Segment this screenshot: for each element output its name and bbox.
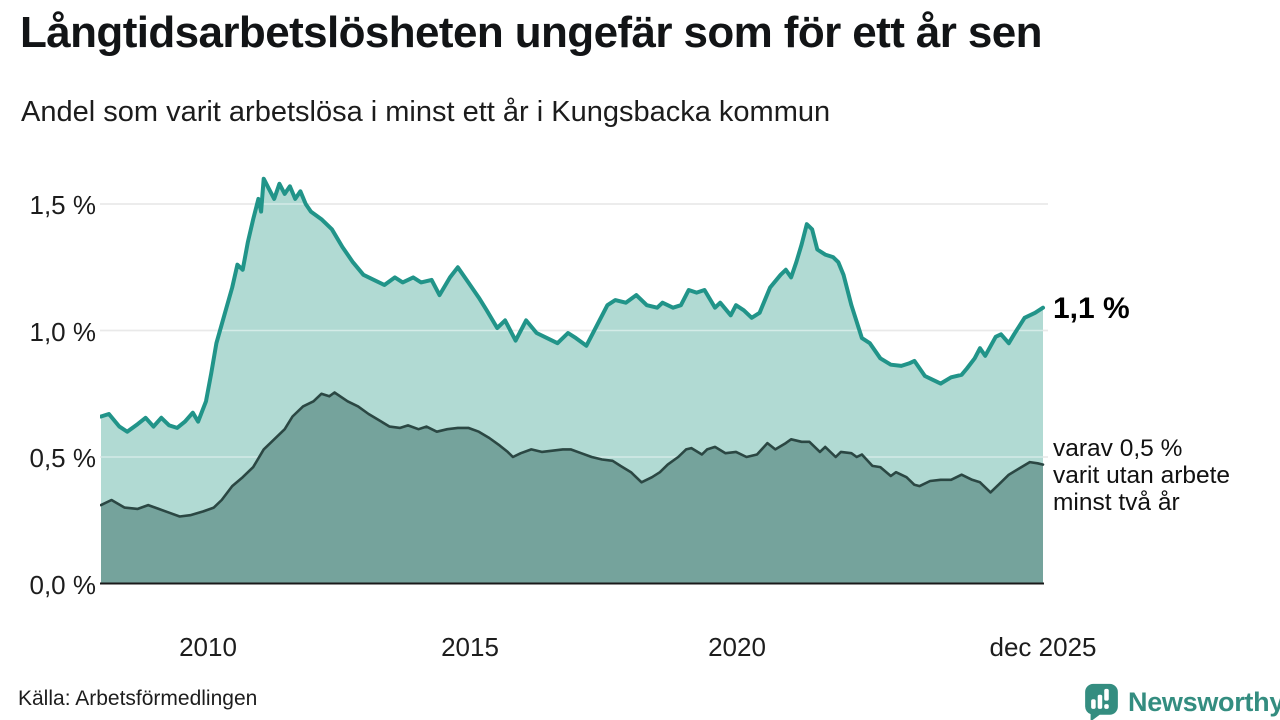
y-axis-label: 1,5 % [29, 190, 97, 220]
secondary-annotation-line: varav 0,5 % [1053, 435, 1183, 462]
source-note: Källa: Arbetsförmedlingen [18, 687, 258, 710]
secondary-annotation: varav 0,5 % varit utan arbete minst två … [1053, 435, 1230, 516]
newsworthy-logo-icon [1085, 683, 1118, 720]
newsworthy-logo: Newsworthy [1083, 682, 1280, 720]
area-minst-tva-ar [101, 392, 1043, 584]
x-axis-label: dec 2025 [989, 632, 1097, 662]
x-axis-label: 2015 [441, 632, 499, 662]
latest-value-annotation: 1,1 % [1053, 292, 1130, 325]
page-title: Långtidsarbetslösheten ungefär som för e… [20, 8, 1043, 57]
line-minst-ett-ar [100, 176, 1045, 434]
newsworthy-wordmark: Newsworthy [1128, 686, 1280, 717]
x-axis-label: 2020 [708, 632, 766, 662]
secondary-annotation-line: varit utan arbete [1053, 462, 1231, 489]
secondary-annotation-line: minst två år [1053, 489, 1180, 516]
plot-svg [100, 176, 1048, 585]
y-axis-label: 1,0 % [29, 317, 97, 347]
line-minst-tva-ar [100, 391, 1045, 518]
y-axis-label: 0,0 % [29, 570, 97, 600]
y-axis-label: 0,5 % [29, 443, 97, 473]
page-subtitle: Andel som varit arbetslösa i minst ett å… [21, 96, 831, 128]
x-axis-label: 2010 [179, 632, 237, 662]
